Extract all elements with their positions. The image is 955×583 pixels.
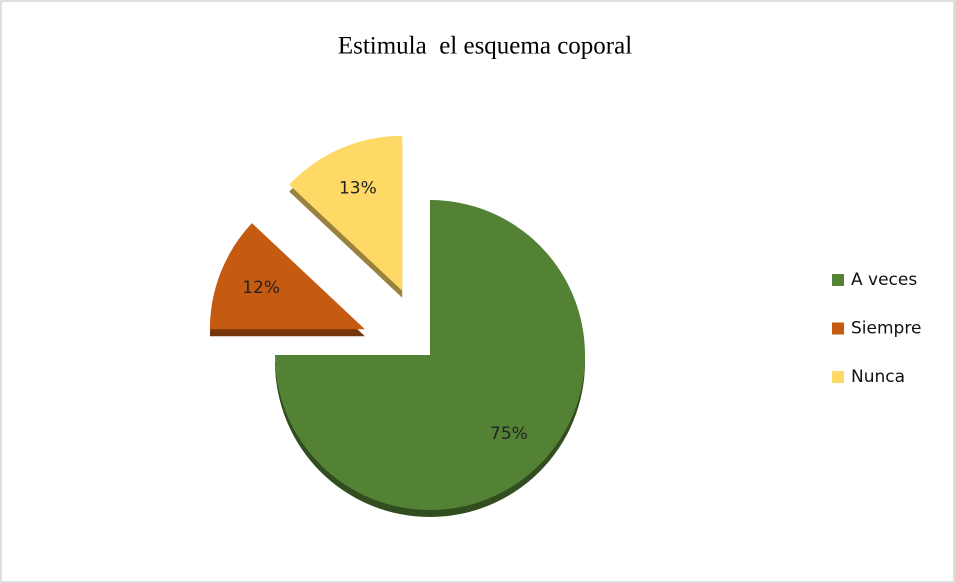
legend-label: Nunca <box>851 367 905 387</box>
legend-swatch <box>832 274 844 286</box>
legend-swatch <box>832 371 844 383</box>
data-label: 12% <box>242 278 280 298</box>
slice <box>209 223 365 330</box>
slice <box>289 135 403 291</box>
slice <box>275 200 585 510</box>
data-label: 75% <box>490 424 528 444</box>
chart-title: Estimula el esquema coporal <box>338 33 632 60</box>
data-label: 13% <box>339 178 377 198</box>
legend-label: A veces <box>851 270 917 290</box>
legend-label: Siempre <box>851 319 921 339</box>
legend-swatch <box>832 322 844 335</box>
